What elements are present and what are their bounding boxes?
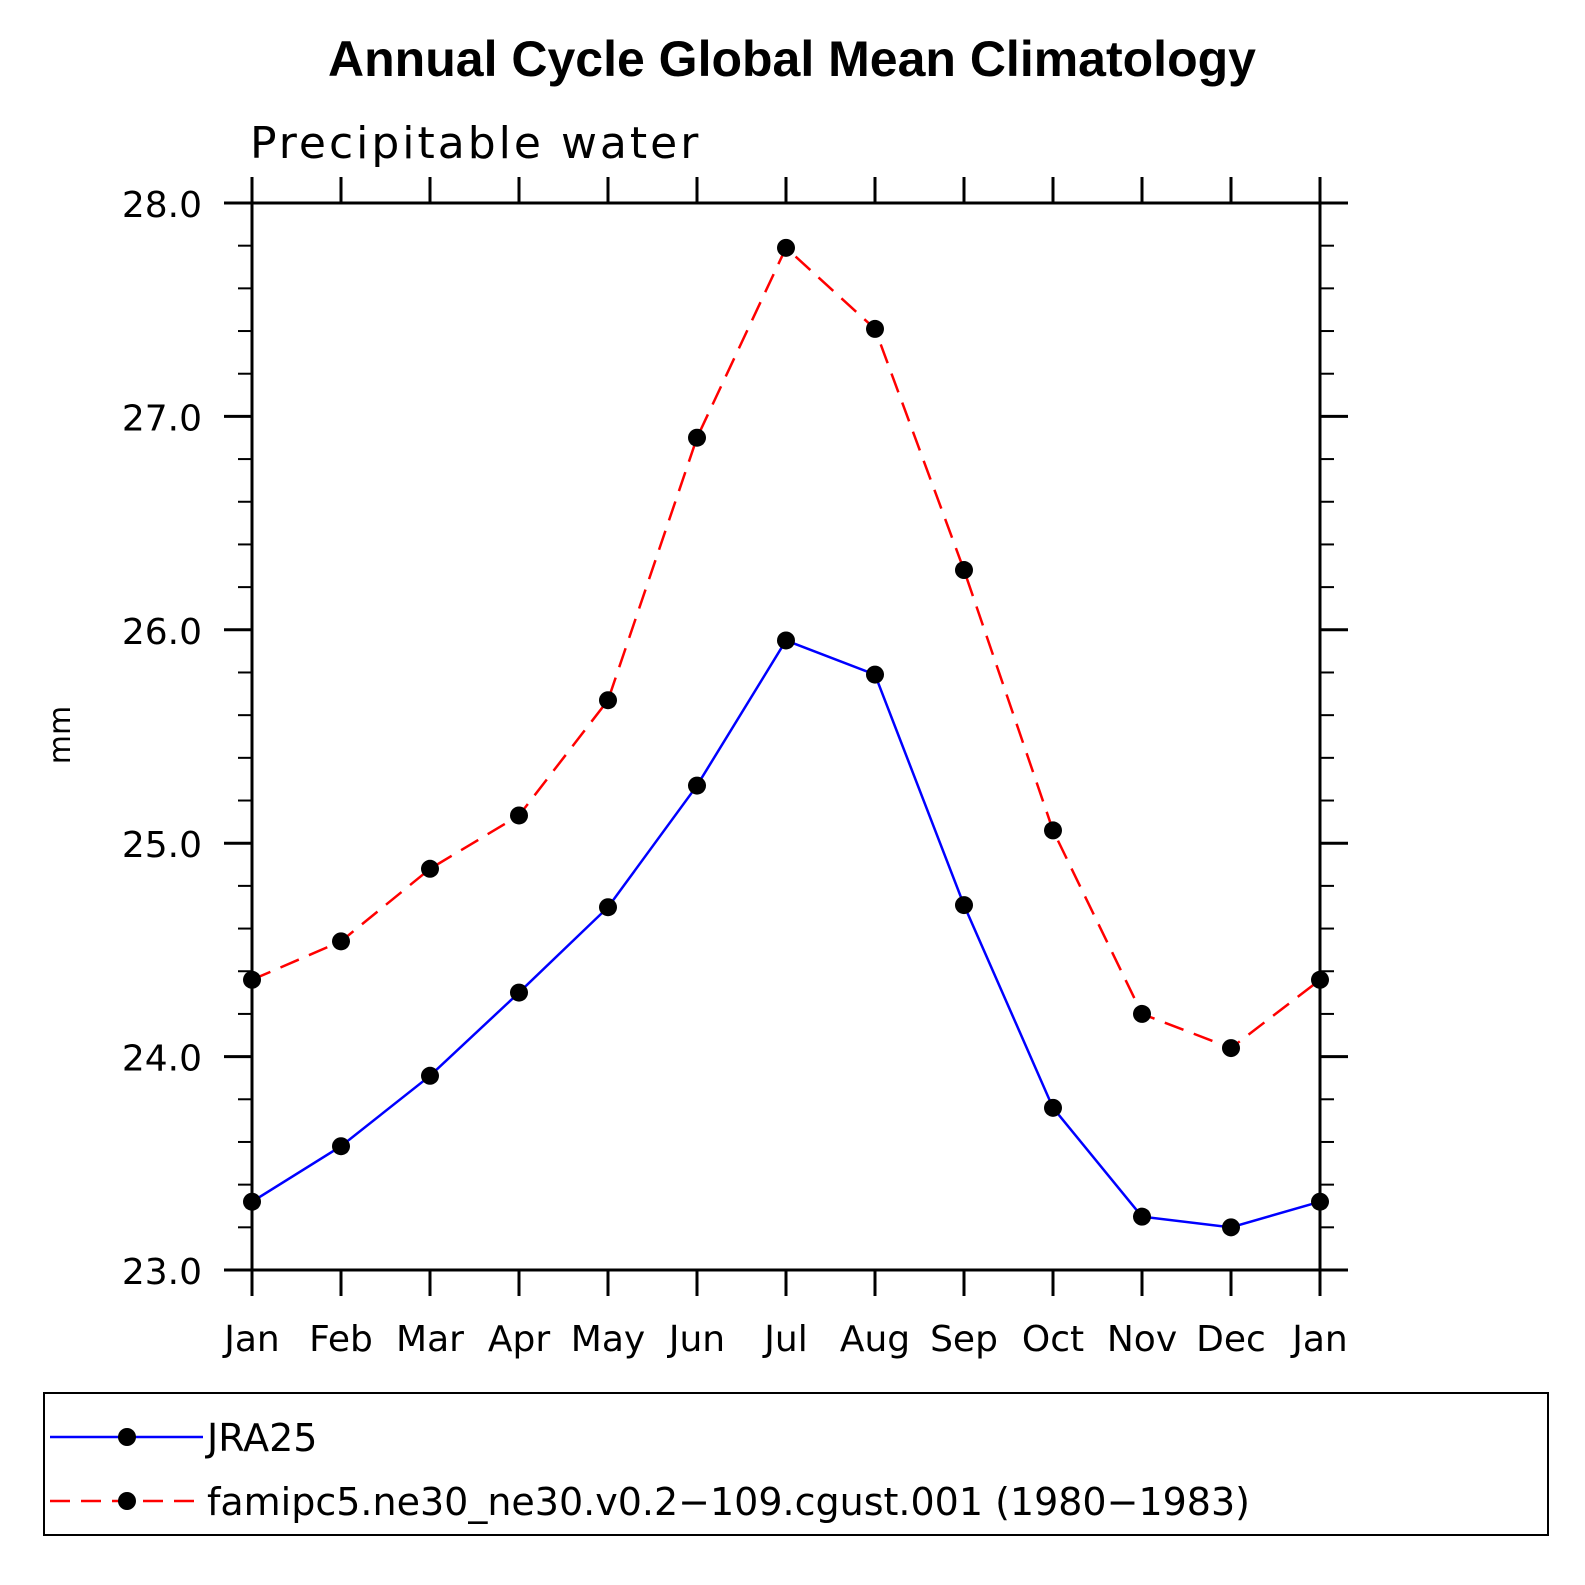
data-point-series-2 [599, 691, 617, 710]
y-tick-label: 24.0 [122, 1039, 202, 1080]
data-point-series-2 [1311, 970, 1329, 989]
data-point-series-1 [955, 896, 973, 915]
data-point-series-2 [866, 319, 884, 338]
legend-label-1: JRA25 [205, 1416, 317, 1460]
legend-label-2: famipc5.ne30_ne30.v0.2−109.cgust.001 (19… [207, 1480, 1250, 1524]
y-tick-label: 26.0 [122, 612, 202, 653]
x-tick-label: Jul [762, 1319, 807, 1360]
data-point-series-1 [1044, 1098, 1062, 1117]
y-tick-label: 23.0 [122, 1252, 202, 1293]
chart-title: Annual Cycle Global Mean Climatology [328, 31, 1256, 87]
y-tick-label: 25.0 [122, 825, 202, 866]
data-point-series-2 [777, 238, 795, 257]
data-point-series-2 [955, 561, 973, 580]
data-point-series-2 [510, 806, 528, 825]
x-tick-label: Aug [840, 1319, 910, 1360]
data-point-series-2 [688, 428, 706, 447]
data-point-series-1 [777, 631, 795, 650]
chart-subtitle: Precipitable water [250, 118, 701, 169]
x-tick-label: Apr [488, 1319, 550, 1360]
data-point-series-2 [243, 970, 261, 989]
data-point-series-2 [332, 932, 350, 951]
legend-marker-2 [118, 1492, 136, 1510]
legend-marker-1 [118, 1428, 136, 1446]
x-tick-label: Nov [1107, 1319, 1177, 1360]
data-point-series-2 [421, 859, 439, 878]
axes: Jan Feb Mar Apr May Jun Jul Aug Sep Oct Nov Dec Jan 2… [122, 177, 1348, 1360]
plot-frame [250, 201, 1322, 1272]
data-point-series-1 [1311, 1192, 1329, 1211]
series-line-1 [251, 638, 1321, 1229]
x-tick-label: Jan [222, 1319, 280, 1360]
data-point-series-1 [510, 983, 528, 1002]
x-tick-label: Jun [667, 1319, 725, 1360]
data-point-series-2 [1222, 1039, 1240, 1058]
data-point-series-2 [1133, 1004, 1151, 1023]
series-layer [243, 238, 1329, 1237]
legend-box [43, 1392, 1549, 1536]
x-tick-label: Oct [1022, 1319, 1084, 1360]
x-tick-label: Jan [1290, 1319, 1348, 1360]
data-point-series-1 [332, 1137, 350, 1156]
x-tick-label: May [571, 1319, 645, 1360]
data-point-series-1 [1133, 1207, 1151, 1226]
data-point-series-1 [243, 1192, 261, 1211]
y-tick-label: 27.0 [122, 398, 202, 439]
data-point-series-1 [866, 665, 884, 684]
data-point-series-1 [599, 898, 617, 917]
x-tick-label: Mar [396, 1319, 464, 1360]
x-tick-label: Dec [1196, 1319, 1266, 1360]
legend: JRA25 famipc5.ne30_ne30.v0.2−109.cgust.00… [43, 1392, 1549, 1536]
y-tick-label: 28.0 [122, 185, 202, 226]
data-point-series-1 [688, 776, 706, 795]
data-point-series-1 [421, 1066, 439, 1085]
legend-entries: JRA25 famipc5.ne30_ne30.v0.2−109.cgust.00… [50, 1416, 1250, 1524]
data-point-series-1 [1222, 1218, 1240, 1237]
x-tick-label: Feb [309, 1319, 373, 1360]
x-tick-label: Sep [930, 1319, 998, 1360]
y-axis-label: mm [43, 706, 78, 764]
data-point-series-2 [1044, 821, 1062, 840]
